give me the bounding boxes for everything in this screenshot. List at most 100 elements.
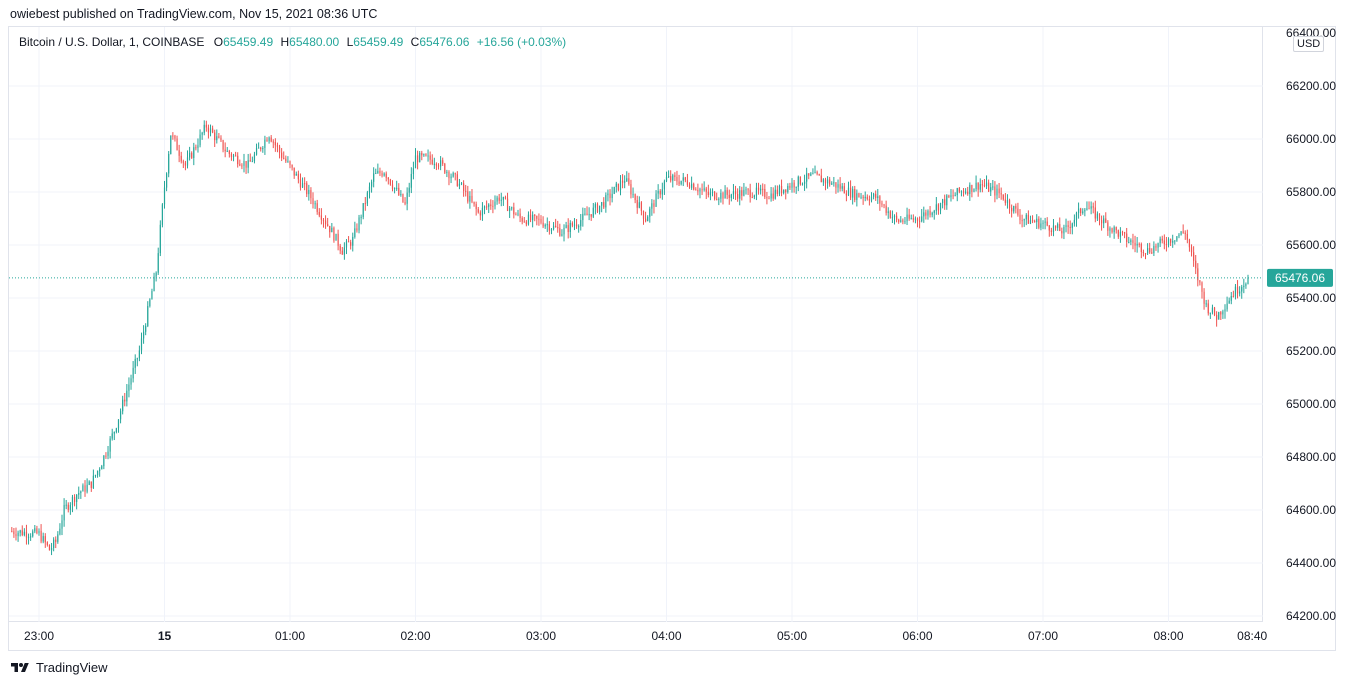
- candle-body[interactable]: [1167, 238, 1170, 246]
- candle-body[interactable]: [699, 189, 701, 192]
- candle-body[interactable]: [115, 428, 117, 432]
- candle-body[interactable]: [157, 253, 159, 273]
- candle-body[interactable]: [165, 173, 168, 188]
- candle-body[interactable]: [494, 201, 496, 207]
- candle-body[interactable]: [1071, 223, 1073, 228]
- candle-body[interactable]: [603, 202, 605, 208]
- candle-body[interactable]: [316, 203, 318, 212]
- candle-body[interactable]: [1178, 234, 1180, 237]
- candle-body[interactable]: [385, 173, 387, 178]
- candle-body[interactable]: [293, 167, 295, 176]
- candle-body[interactable]: [1201, 282, 1203, 292]
- candle-body[interactable]: [1042, 222, 1044, 224]
- candle-body[interactable]: [440, 160, 442, 167]
- candle-body[interactable]: [228, 151, 230, 154]
- candle-body[interactable]: [1017, 208, 1019, 215]
- candle-body[interactable]: [193, 147, 195, 158]
- candle-body[interactable]: [1241, 286, 1243, 292]
- candle-body[interactable]: [525, 221, 527, 225]
- candle-body[interactable]: [101, 466, 103, 470]
- candle-body[interactable]: [950, 195, 952, 198]
- candle-body[interactable]: [396, 187, 398, 189]
- candlestick-chart[interactable]: 64200.00 64400.00 64600.00 64800.00 65000.00…: [9, 27, 1337, 652]
- candle-body[interactable]: [674, 175, 676, 178]
- candle-body[interactable]: [92, 475, 94, 488]
- candle-body[interactable]: [529, 214, 532, 221]
- candle-body[interactable]: [73, 496, 76, 502]
- candle-body[interactable]: [437, 165, 440, 167]
- candle-body[interactable]: [1172, 241, 1174, 243]
- candle-body[interactable]: [1115, 227, 1117, 231]
- candle-body[interactable]: [849, 187, 852, 198]
- candle-body[interactable]: [1029, 220, 1032, 224]
- candle-body[interactable]: [797, 176, 799, 187]
- candle-body[interactable]: [657, 190, 659, 194]
- candle-body[interactable]: [163, 187, 166, 205]
- candle-body[interactable]: [1105, 218, 1107, 223]
- candle-body[interactable]: [1190, 247, 1193, 253]
- candle-body[interactable]: [636, 200, 638, 208]
- candle-body[interactable]: [343, 247, 345, 255]
- candle-body[interactable]: [268, 137, 270, 142]
- candle-body[interactable]: [575, 224, 578, 227]
- candle-body[interactable]: [1011, 207, 1013, 212]
- candle-body[interactable]: [142, 331, 145, 339]
- candle-body[interactable]: [1170, 238, 1172, 243]
- candle-body[interactable]: [1123, 232, 1126, 234]
- candle-body[interactable]: [180, 155, 182, 162]
- candle-body[interactable]: [306, 183, 308, 195]
- candle-body[interactable]: [373, 173, 375, 182]
- candle-body[interactable]: [521, 218, 523, 222]
- candle-body[interactable]: [607, 193, 609, 196]
- candle-body[interactable]: [831, 183, 833, 185]
- candle-body[interactable]: [860, 196, 862, 198]
- candle-body[interactable]: [312, 198, 314, 205]
- candle-body[interactable]: [1000, 193, 1002, 195]
- candle-body[interactable]: [808, 173, 810, 176]
- candle-body[interactable]: [1226, 303, 1228, 310]
- candle-body[interactable]: [990, 187, 992, 192]
- candle-body[interactable]: [1088, 208, 1090, 210]
- candle-body[interactable]: [988, 182, 990, 192]
- candle-body[interactable]: [686, 180, 689, 185]
- candle-body[interactable]: [1216, 314, 1218, 320]
- candle-body[interactable]: [1140, 243, 1142, 253]
- candle-body[interactable]: [260, 147, 262, 150]
- candle-body[interactable]: [454, 173, 456, 175]
- candle-body[interactable]: [747, 189, 749, 191]
- candle-body[interactable]: [527, 214, 530, 225]
- candle-body[interactable]: [393, 187, 396, 189]
- candle-body[interactable]: [113, 431, 115, 434]
- candle-body[interactable]: [84, 485, 86, 492]
- candle-body[interactable]: [1207, 303, 1209, 314]
- candle-body[interactable]: [1063, 227, 1065, 234]
- candle-body[interactable]: [889, 211, 891, 218]
- candle-body[interactable]: [672, 175, 674, 181]
- candle-body[interactable]: [1117, 230, 1119, 237]
- candle-body[interactable]: [13, 531, 15, 535]
- candle-body[interactable]: [467, 191, 469, 202]
- candle-body[interactable]: [891, 217, 894, 219]
- candle-body[interactable]: [34, 528, 36, 532]
- candle-body[interactable]: [1147, 248, 1149, 254]
- candle-body[interactable]: [425, 154, 427, 156]
- candle-body[interactable]: [1075, 212, 1078, 220]
- candle-body[interactable]: [1180, 231, 1182, 235]
- candle-body[interactable]: [726, 190, 728, 195]
- candle-body[interactable]: [151, 291, 153, 300]
- candle-body[interactable]: [1006, 200, 1009, 203]
- candle-body[interactable]: [1211, 307, 1214, 313]
- candle-body[interactable]: [172, 135, 174, 137]
- candle-body[interactable]: [933, 210, 935, 213]
- candle-body[interactable]: [362, 203, 364, 217]
- candle-body[interactable]: [324, 220, 327, 225]
- candle-body[interactable]: [149, 299, 151, 307]
- candle-body[interactable]: [111, 433, 113, 439]
- candle-body[interactable]: [1054, 225, 1057, 228]
- candle-body[interactable]: [122, 399, 124, 412]
- candle-body[interactable]: [285, 158, 287, 162]
- candle-body[interactable]: [734, 191, 737, 195]
- footer-brand[interactable]: TradingView: [36, 660, 108, 675]
- candle-body[interactable]: [304, 183, 306, 185]
- candle-body[interactable]: [958, 188, 960, 192]
